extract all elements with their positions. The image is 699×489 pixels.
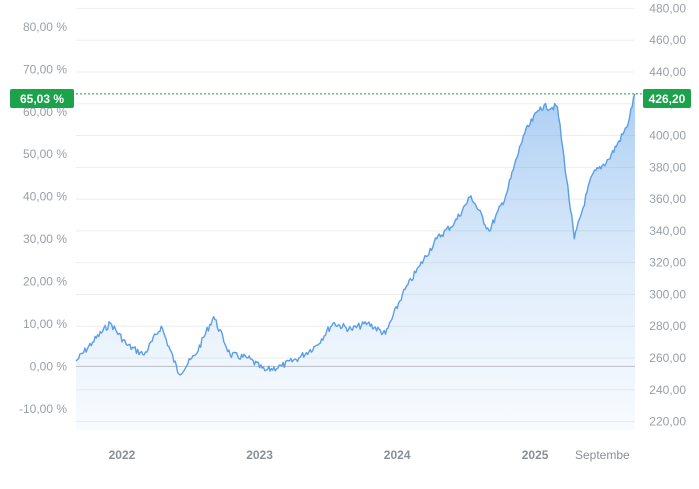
current-price-badge-bg (643, 89, 691, 108)
left-axis: -10,00 % 0,00 % 10,00 % 20,00 % 30,00 % 40,00… (19, 20, 67, 416)
left-tick-label: 30,00 % (23, 232, 67, 246)
x-tick-label: 2022 (109, 448, 136, 462)
left-tick-label: 20,00 % (23, 275, 67, 289)
right-tick-label: 380,00 (649, 160, 686, 174)
right-tick-label: 480,00 (649, 1, 686, 15)
left-tick-label: -10,00 % (19, 402, 67, 416)
x-tick-label: 2025 (522, 448, 549, 462)
right-tick-label: 220,00 (649, 415, 686, 429)
left-tick-label: 40,00 % (23, 190, 67, 204)
right-tick-label: 300,00 (649, 287, 686, 301)
right-tick-label: 320,00 (649, 256, 686, 270)
right-tick-label: 260,00 (649, 351, 686, 365)
current-percent-label: 65,03 % (20, 92, 64, 106)
grid-lines (76, 7, 635, 423)
right-tick-label: 440,00 (649, 65, 686, 79)
left-tick-label: 0,00 % (30, 359, 68, 373)
x-tick-label: 2024 (384, 448, 411, 462)
price-line (75, 93, 636, 376)
left-tick-label: 60,00 % (23, 105, 67, 119)
right-tick-label: 400,00 (649, 129, 686, 143)
right-tick-label: 340,00 (649, 224, 686, 238)
x-tick-label: 2023 (246, 448, 273, 462)
current-percent-badge-bg (10, 89, 74, 108)
x-tick-label: Septembe (575, 448, 630, 462)
current-percent-badge: 65,03 % (10, 89, 74, 108)
left-tick-label: 50,00 % (23, 147, 67, 161)
left-tick-label: 80,00 % (23, 20, 67, 34)
right-axis: 220,00 240,00 260,00 280,00 300,00 320,00 340,… (649, 1, 686, 428)
current-price-label: 426,20 (649, 92, 686, 106)
left-tick-label: 70,00 % (23, 62, 67, 76)
right-tick-label: 460,00 (649, 33, 686, 47)
price-area (76, 93, 635, 431)
x-axis: 2022 2023 2024 2025 Septembe (109, 448, 630, 462)
current-price-badge: 426,20 (643, 89, 691, 108)
right-tick-label: 240,00 (649, 383, 686, 397)
right-tick-label: 280,00 (649, 319, 686, 333)
right-tick-label: 360,00 (649, 192, 686, 206)
left-tick-label: 10,00 % (23, 317, 67, 331)
